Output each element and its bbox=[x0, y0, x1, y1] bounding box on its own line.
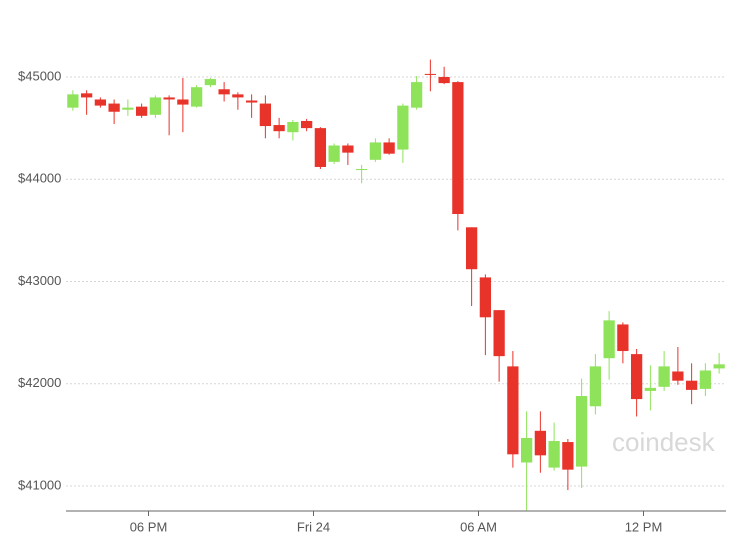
candle-body bbox=[465, 227, 478, 270]
candle-body bbox=[397, 105, 409, 150]
candle-body bbox=[630, 354, 643, 400]
candle-body bbox=[438, 76, 450, 84]
candle-body bbox=[314, 128, 327, 167]
candle-body bbox=[190, 87, 203, 107]
watermark: coindesk bbox=[612, 427, 716, 457]
candle-body bbox=[575, 396, 588, 467]
x-tick-label: 06 PM bbox=[130, 519, 168, 534]
y-tick-label: $44000 bbox=[18, 171, 61, 186]
candle-body bbox=[204, 79, 217, 86]
candle-body bbox=[589, 366, 602, 407]
y-tick-label: $42000 bbox=[18, 375, 61, 390]
candle-body bbox=[644, 387, 657, 391]
candle-body bbox=[507, 366, 519, 455]
candle-body bbox=[149, 97, 162, 115]
candle-body bbox=[685, 380, 698, 390]
candle-body bbox=[672, 371, 684, 381]
y-tick-label: $43000 bbox=[18, 273, 61, 288]
candle-body bbox=[617, 324, 629, 352]
x-tick-label: Fri 24 bbox=[297, 519, 330, 534]
candle-body bbox=[548, 441, 560, 468]
x-tick-label: 06 AM bbox=[460, 519, 497, 534]
candle-body bbox=[94, 99, 107, 106]
candle-body bbox=[603, 320, 615, 359]
candle-body bbox=[369, 142, 382, 160]
candle-body bbox=[259, 103, 272, 127]
candle-body bbox=[135, 106, 148, 116]
candle-body bbox=[273, 125, 285, 132]
candle-body bbox=[520, 437, 533, 463]
candle-body bbox=[287, 121, 299, 133]
candle-body bbox=[479, 277, 492, 318]
candle-body bbox=[410, 82, 423, 108]
candle-body bbox=[67, 94, 79, 108]
candle-body bbox=[108, 103, 120, 112]
x-tick-label: 12 PM bbox=[625, 519, 663, 534]
candle-body bbox=[300, 120, 313, 129]
candle-body bbox=[177, 99, 189, 105]
candle-body bbox=[342, 145, 354, 153]
candle-body bbox=[424, 73, 437, 75]
candle-body bbox=[452, 82, 464, 215]
candle-body bbox=[122, 107, 134, 110]
candle-body bbox=[218, 89, 230, 95]
y-tick-label: $41000 bbox=[18, 477, 61, 492]
candle-body bbox=[383, 142, 395, 154]
candle-body bbox=[163, 97, 175, 100]
candle-body bbox=[658, 366, 670, 387]
candle-body bbox=[493, 310, 505, 357]
candle-body bbox=[245, 100, 258, 103]
candle-body bbox=[328, 145, 340, 162]
candle-body bbox=[80, 93, 93, 98]
candle-body bbox=[232, 94, 244, 98]
candle-body bbox=[713, 364, 725, 369]
candle-body bbox=[355, 169, 368, 171]
candle-body bbox=[534, 430, 547, 456]
candle-body bbox=[699, 370, 712, 389]
y-tick-label: $45000 bbox=[18, 68, 61, 83]
candle-body bbox=[562, 442, 574, 470]
